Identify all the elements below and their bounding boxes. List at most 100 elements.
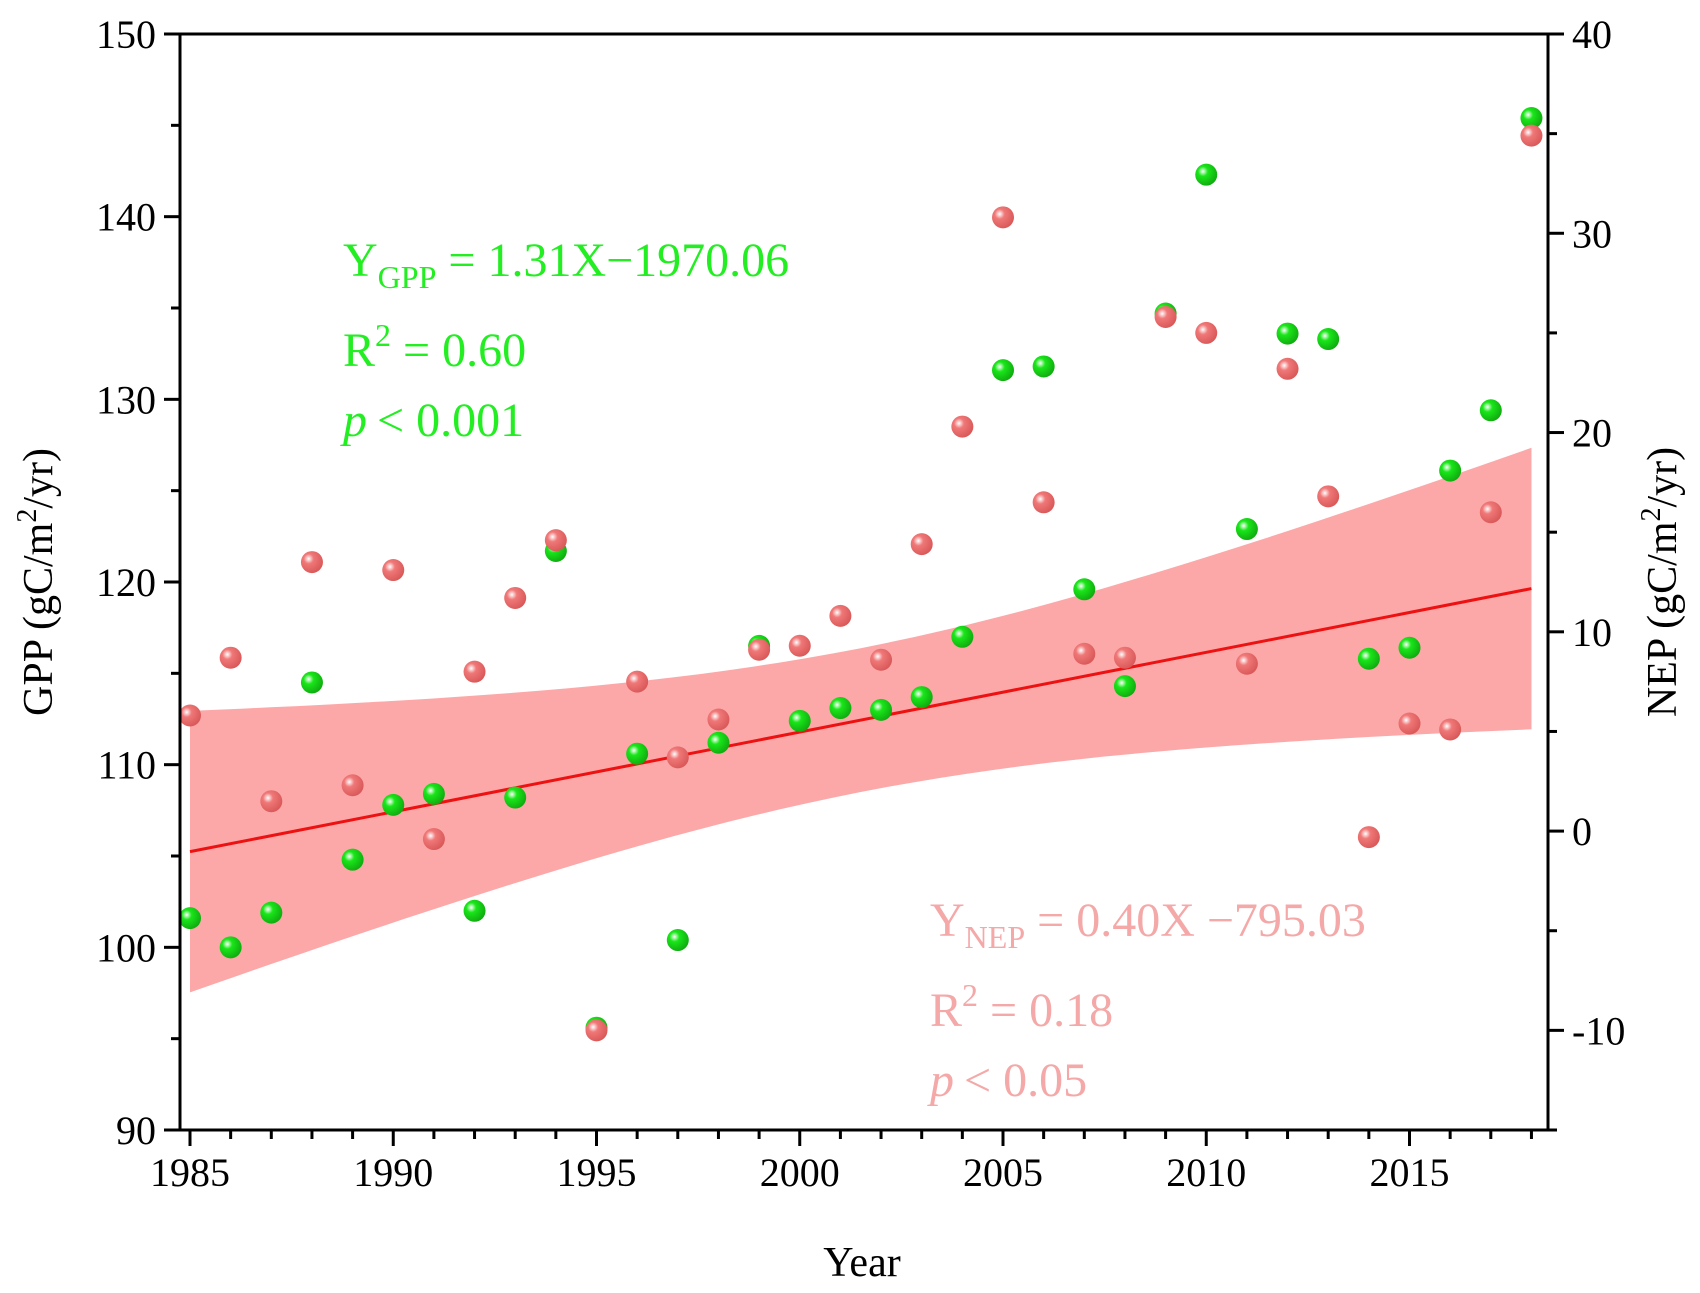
gpp-point: [219, 936, 242, 959]
gpp-point: [1520, 107, 1543, 130]
y-axis-right-title: NEP (gC/m2/yr): [1636, 447, 1686, 717]
x-axis-title: Year: [823, 1240, 900, 1286]
nep-point: [707, 708, 730, 731]
data-points: [179, 107, 1543, 1042]
gpp-point: [1073, 578, 1096, 601]
gpp-point: [422, 782, 445, 805]
gpp-point: [829, 697, 852, 720]
nep-annotation: YNEP = 0.40X −795.03 R2 = 0.18 p < 0.05: [927, 894, 1366, 1107]
gpp-point: [1439, 459, 1462, 482]
x-tick-label: 2005: [963, 1150, 1043, 1195]
nep-equation: YNEP = 0.40X −795.03: [930, 894, 1366, 955]
nep-point: [1195, 321, 1218, 344]
y-left-tick-label: 100: [96, 925, 156, 970]
gpp-point: [788, 709, 811, 732]
nep-point: [260, 790, 283, 813]
nep-point: [341, 774, 364, 797]
nep-point: [382, 559, 405, 582]
x-tick-label: 1985: [150, 1150, 230, 1195]
gpp-point: [382, 793, 405, 816]
x-tick-label: 2015: [1370, 1150, 1450, 1195]
nep-point: [1154, 305, 1177, 328]
nep-fit-line: [189, 587, 1532, 854]
gpp-point: [1317, 328, 1340, 351]
nep-point: [1073, 642, 1096, 665]
gpp-point: [1357, 647, 1380, 670]
y-right-tick-label: 20: [1572, 411, 1612, 456]
nep-point: [504, 586, 527, 609]
gpp-point: [951, 625, 974, 648]
gpp-point: [626, 742, 649, 765]
nep-point: [788, 634, 811, 657]
gpp-point: [1113, 675, 1136, 698]
gpp-point: [1398, 636, 1421, 659]
nep-p-value: p < 0.05: [927, 1054, 1087, 1107]
gpp-point: [341, 848, 364, 871]
y-left-tick-label: 130: [96, 377, 156, 422]
nep-point: [1357, 826, 1380, 849]
gpp-point: [504, 786, 527, 809]
gpp-point: [1479, 399, 1502, 422]
gpp-point: [1032, 355, 1055, 378]
nep-point: [626, 670, 649, 693]
nep-point: [1317, 485, 1340, 508]
gpp-point: [707, 731, 730, 754]
x-tick-label: 2000: [760, 1150, 840, 1195]
gpp-point: [992, 359, 1014, 382]
nep-point: [1439, 718, 1462, 741]
gpp-point: [1195, 163, 1218, 186]
y-left-tick-label: 110: [97, 743, 156, 788]
nep-point: [219, 646, 242, 669]
nep-point: [422, 828, 445, 851]
x-tick-label: 1995: [557, 1150, 637, 1195]
nep-point: [463, 660, 486, 683]
gpp-annotation: YGPP = 1.31X−1970.06 R2 = 0.60 p < 0.001: [340, 234, 789, 447]
nep-point: [1113, 646, 1136, 669]
y-left-tick-label: 90: [116, 1108, 156, 1153]
gpp-r2: R2 = 0.60: [343, 317, 526, 377]
nep-point: [748, 638, 771, 661]
y-axis-left-title: GPP (gC/m2/yr): [12, 448, 62, 716]
nep-point: [910, 533, 933, 556]
nep-point: [1276, 357, 1299, 380]
gpp-point: [666, 929, 689, 952]
nep-point: [870, 648, 893, 671]
nep-point: [585, 1019, 608, 1042]
nep-point: [544, 529, 567, 552]
axes: 1985 1990 1995 2000 2005 2010 2015901001101201…: [96, 12, 1625, 1195]
gpp-point: [1235, 518, 1258, 541]
gpp-equation: YGPP = 1.31X−1970.06: [343, 234, 789, 295]
nep-point: [992, 206, 1014, 229]
x-tick-label: 2010: [1166, 1150, 1246, 1195]
nep-point: [1520, 124, 1543, 147]
nep-r2: R2 = 0.18: [930, 977, 1113, 1037]
gpp-point: [463, 899, 486, 922]
nep-point: [1479, 501, 1502, 524]
nep-point: [300, 551, 323, 574]
nep-point: [666, 746, 689, 769]
gpp-point: [179, 907, 201, 930]
nep-point: [829, 604, 852, 627]
y-right-tick-label: -10: [1572, 1008, 1625, 1053]
y-right-tick-label: 40: [1572, 12, 1612, 57]
gpp-point: [1276, 322, 1299, 345]
nep-point: [951, 415, 974, 438]
y-left-tick-label: 140: [96, 195, 156, 240]
nep-point: [1032, 491, 1055, 514]
y-right-tick-label: 10: [1572, 610, 1612, 655]
gpp-p-value: p < 0.001: [340, 394, 524, 447]
nep-point: [179, 704, 201, 727]
y-right-tick-label: 0: [1572, 809, 1592, 854]
gpp-point: [260, 901, 283, 924]
gpp-point: [910, 686, 933, 709]
y-right-tick-label: 30: [1572, 211, 1612, 256]
y-left-tick-label: 120: [96, 560, 156, 605]
y-left-tick-label: 150: [96, 12, 156, 57]
gpp-point: [870, 698, 893, 721]
fit-lines: [189, 587, 1532, 854]
gpp-point: [300, 671, 323, 694]
x-tick-label: 1990: [353, 1150, 433, 1195]
nep-point: [1398, 712, 1421, 735]
nep-point: [1235, 652, 1258, 675]
